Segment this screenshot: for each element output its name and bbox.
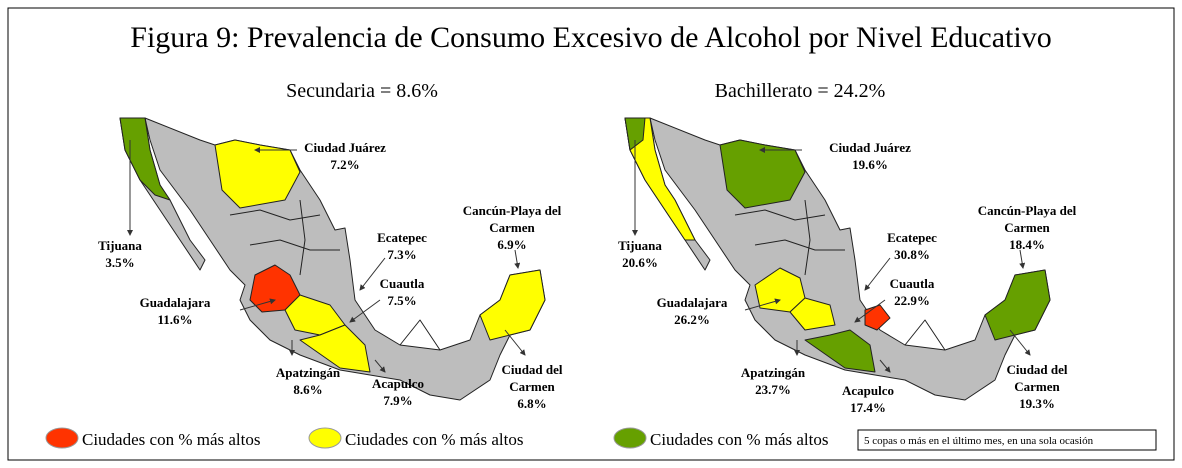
city-value: 7.2% [330, 157, 359, 172]
city-name: Cancún-Playa del [463, 203, 562, 218]
city-name: Ciudad Juárez [829, 140, 911, 155]
city-value: 6.9% [497, 237, 526, 252]
city-value: 20.6% [622, 255, 658, 270]
city-value: 17.4% [850, 400, 886, 415]
legend-swatch [613, 427, 647, 449]
city-value: 19.3% [1019, 396, 1055, 411]
legend-label: Ciudades con % más altos [650, 430, 828, 449]
city-name: Ecatepec [377, 230, 427, 245]
city-name: Ecatepec [887, 230, 937, 245]
title: Figura 9: Prevalencia de Consumo Excesiv… [130, 21, 1051, 54]
leader-arrow [864, 257, 891, 291]
legend-label: Ciudades con % más altos [345, 430, 523, 449]
city-name: Apatzingán [741, 365, 806, 380]
city-name: Ciudad del [1006, 362, 1067, 377]
leader-arrow [1019, 249, 1026, 269]
city-value: 8.6% [293, 382, 322, 397]
city-name: Tijuana [618, 238, 662, 253]
legend-label: Ciudades con % más altos [82, 430, 260, 449]
city-name: Ciudad Juárez [304, 140, 386, 155]
city-value: 6.8% [517, 396, 546, 411]
leader-arrow [359, 257, 386, 291]
city-value: 19.6% [852, 157, 888, 172]
leader-arrow [349, 299, 381, 323]
city-name: Acapulco [842, 383, 894, 398]
city-name: Carmen [1004, 220, 1050, 235]
city-name: Cuautla [890, 276, 935, 291]
city-name: Cuautla [380, 276, 425, 291]
leader-arrow [514, 249, 521, 269]
city-value: 22.9% [894, 293, 930, 308]
leader-arrow [374, 359, 386, 373]
city-value: 7.9% [383, 393, 412, 408]
city-name: Ciudad del [501, 362, 562, 377]
map-bachillerato [624, 117, 1051, 401]
city-name: Acapulco [372, 376, 424, 391]
city-name: Carmen [1014, 379, 1060, 394]
leader-arrow [1009, 329, 1031, 356]
leader-arrow [744, 298, 781, 311]
city-name: Carmen [509, 379, 555, 394]
map-secundaria [119, 117, 546, 401]
note-box [857, 429, 1157, 451]
city-name: Guadalajara [657, 295, 728, 310]
subtitle: Secundaria = 8.6% [286, 80, 438, 102]
city-value: 18.4% [1009, 237, 1045, 252]
leader-arrow [854, 299, 886, 323]
leader-arrow [504, 329, 526, 356]
legend-swatch [45, 427, 79, 449]
note: 5 copas o más en el último mes, en una s… [864, 435, 1094, 447]
city-value: 23.7% [755, 382, 791, 397]
city-value: 7.3% [387, 247, 416, 262]
city-name: Cancún-Playa del [978, 203, 1077, 218]
frame [7, 7, 1175, 461]
leader-arrow [879, 359, 891, 373]
city-name: Guadalajara [140, 295, 211, 310]
leader-arrow [239, 298, 276, 311]
subtitle: Bachillerato = 24.2% [715, 80, 886, 102]
city-value: 30.8% [894, 247, 930, 262]
city-value: 7.5% [387, 293, 416, 308]
legend-swatch [308, 427, 342, 449]
city-value: 11.6% [157, 312, 192, 327]
city-name: Carmen [489, 220, 535, 235]
city-value: 26.2% [674, 312, 710, 327]
city-name: Apatzingán [276, 365, 341, 380]
city-name: Tijuana [98, 238, 142, 253]
city-value: 3.5% [105, 255, 134, 270]
